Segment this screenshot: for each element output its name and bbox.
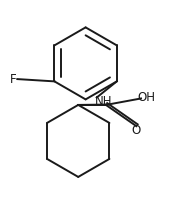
Text: NH: NH <box>94 95 112 108</box>
Text: O: O <box>132 124 141 137</box>
Text: F: F <box>9 73 16 85</box>
Text: OH: OH <box>137 91 155 104</box>
